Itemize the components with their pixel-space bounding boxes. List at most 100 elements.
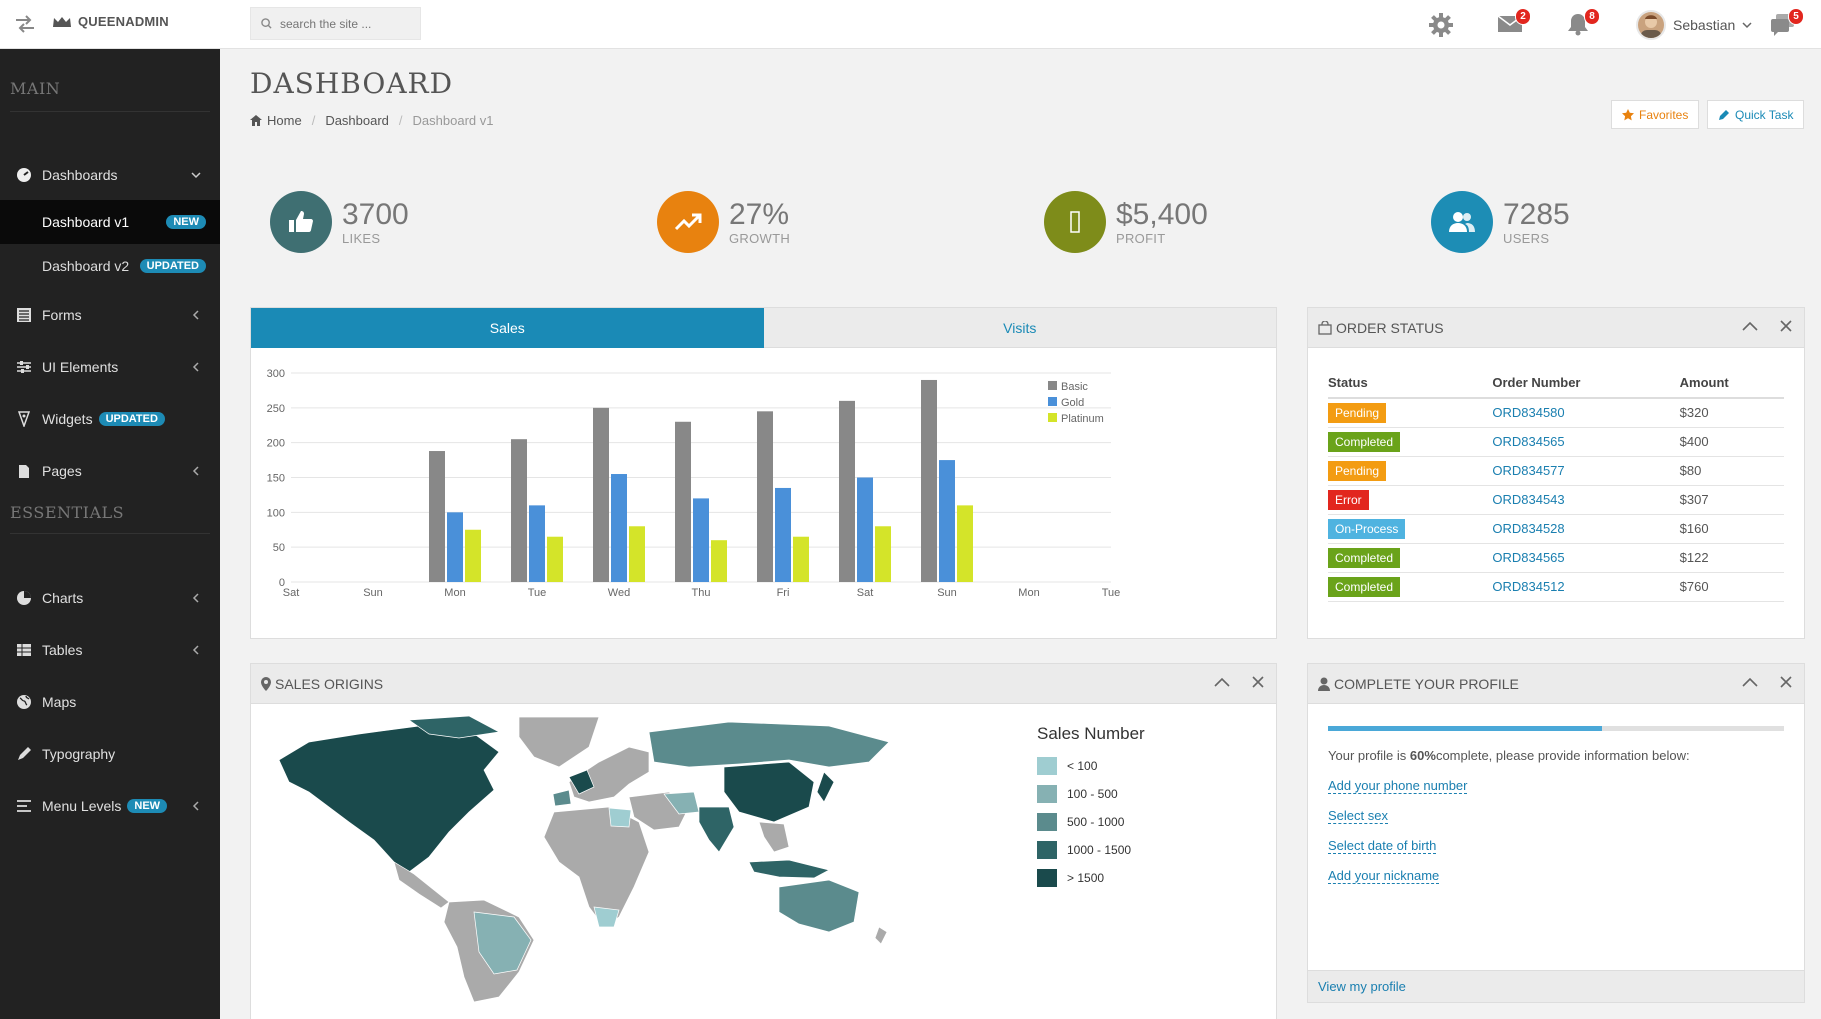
sidebar-item-menu-levels[interactable]: Menu Levels NEW xyxy=(0,785,220,827)
sidebar-item-dashboard-v2[interactable]: Dashboard v2 UPDATED xyxy=(0,244,220,288)
order-number-link[interactable]: ORD834577 xyxy=(1492,456,1680,486)
status-cell: Completed xyxy=(1328,572,1493,602)
map-region-brazil[interactable] xyxy=(473,911,532,975)
sales-bar-chart: 0 50 100 150 200 250 300 Sat Sun Mon Tue Wed Thu Fri S… xyxy=(267,368,1121,599)
bar-basic[interactable] xyxy=(921,379,937,582)
order-number-link[interactable]: ORD834565 xyxy=(1492,427,1680,457)
status-badge: Error xyxy=(1328,489,1369,510)
sidebar-item-charts[interactable]: Charts xyxy=(0,577,220,619)
sidebar-item-widgets[interactable]: Widgets UPDATED xyxy=(0,398,220,440)
map-region-australia[interactable] xyxy=(778,879,860,933)
sidebar-item-typography[interactable]: Typography xyxy=(0,733,220,775)
bar-platinum[interactable] xyxy=(465,529,481,582)
sidebar-item-label: Charts xyxy=(42,590,84,606)
bar-platinum[interactable] xyxy=(793,536,809,582)
sidebar-item-dashboards[interactable]: Dashboards xyxy=(0,154,220,196)
close-icon[interactable] xyxy=(1252,676,1264,688)
bar-gold[interactable] xyxy=(939,460,955,582)
map-region-southeast-asia[interactable] xyxy=(758,821,790,853)
user-icon xyxy=(1318,677,1330,691)
map-region-western-europe[interactable] xyxy=(568,769,595,795)
sidebar-item-forms[interactable]: Forms xyxy=(0,294,220,336)
map-region-china[interactable] xyxy=(723,761,815,823)
sidebar-item-tables[interactable]: Tables xyxy=(0,629,220,671)
collapse-chevron-up-icon[interactable] xyxy=(1214,676,1230,688)
status-cell: Error xyxy=(1328,485,1493,515)
page-file-icon xyxy=(14,463,34,479)
map-region-japan[interactable] xyxy=(816,771,835,803)
bar-basic[interactable] xyxy=(429,451,445,582)
favorites-button[interactable]: Favorites xyxy=(1611,100,1700,129)
sidebar-item-pages[interactable]: Pages xyxy=(0,450,220,492)
brand-logo[interactable]: QUEENADMIN xyxy=(52,14,169,29)
tab-sales[interactable]: Sales xyxy=(251,308,764,348)
search-input[interactable] xyxy=(280,16,410,31)
stat-label: GROWTH xyxy=(729,230,791,246)
order-number-link[interactable]: ORD834580 xyxy=(1492,398,1680,428)
bar-basic[interactable] xyxy=(757,411,773,582)
table-icon xyxy=(14,642,34,658)
order-number-link[interactable]: ORD834543 xyxy=(1492,485,1680,515)
search-box[interactable] xyxy=(250,7,421,40)
column-header: Amount xyxy=(1679,368,1784,399)
bar-platinum[interactable] xyxy=(629,526,645,582)
bar-gold[interactable] xyxy=(611,474,627,582)
order-number-link[interactable]: ORD834528 xyxy=(1492,514,1680,544)
bar-basic[interactable] xyxy=(511,439,527,582)
sidebar-item-dashboard-v1[interactable]: Dashboard v1 NEW xyxy=(0,200,220,244)
map-region-north-america[interactable] xyxy=(278,725,500,873)
sidebar-toggle-icon[interactable] xyxy=(14,14,36,34)
bar-platinum[interactable] xyxy=(711,540,727,582)
map-region-egypt[interactable] xyxy=(608,807,632,828)
close-icon[interactable] xyxy=(1780,676,1792,688)
map-region-iberia[interactable] xyxy=(552,789,572,807)
bar-basic[interactable] xyxy=(839,400,855,582)
user-menu[interactable]: Sebastian xyxy=(1636,10,1752,40)
legend-label: 500 - 1000 xyxy=(1067,815,1125,829)
map-region-greenland[interactable] xyxy=(518,716,600,768)
collapse-chevron-up-icon[interactable] xyxy=(1742,320,1758,332)
settings-gear-icon[interactable] xyxy=(1428,12,1456,38)
bar-platinum[interactable] xyxy=(547,536,563,582)
search-icon xyxy=(261,18,272,29)
add-phone-link[interactable]: Add your phone number xyxy=(1328,778,1468,794)
sidebar-item-maps[interactable]: Maps xyxy=(0,681,220,723)
bar-basic[interactable] xyxy=(675,421,691,582)
map-region-india[interactable] xyxy=(698,806,735,853)
breadcrumb-home[interactable]: Home xyxy=(250,113,302,128)
mail-icon[interactable]: 2 xyxy=(1497,8,1531,38)
x-tick-label: Thu xyxy=(692,587,711,599)
select-sex-link[interactable]: Select sex xyxy=(1328,808,1388,824)
chat-icon[interactable]: 5 xyxy=(1770,8,1804,38)
add-nickname-link[interactable]: Add your nickname xyxy=(1328,868,1440,884)
pencil-icon xyxy=(14,746,34,762)
sidebar-item-ui-elements[interactable]: UI Elements xyxy=(0,346,220,388)
x-tick-label: Sat xyxy=(283,587,300,599)
bar-gold[interactable] xyxy=(775,487,791,582)
map-region-south-africa[interactable] xyxy=(593,906,620,928)
bar-platinum[interactable] xyxy=(875,526,891,582)
breadcrumb-dashboard[interactable]: Dashboard xyxy=(325,113,389,128)
collapse-chevron-up-icon[interactable] xyxy=(1742,676,1758,688)
select-dob-link[interactable]: Select date of birth xyxy=(1328,838,1437,854)
profile-progress-text: Your profile is 60%complete, please prov… xyxy=(1328,748,1690,763)
map-region-russia[interactable] xyxy=(648,721,890,768)
notifications-bell-icon[interactable]: 8 xyxy=(1566,8,1600,38)
map-region-canada-islands[interactable] xyxy=(407,715,501,739)
bar-basic[interactable] xyxy=(593,407,609,582)
view-profile-link[interactable]: View my profile xyxy=(1308,970,1804,1002)
bar-platinum[interactable] xyxy=(957,505,973,582)
bar-gold[interactable] xyxy=(857,477,873,583)
bar-gold[interactable] xyxy=(529,505,545,582)
world-map[interactable] xyxy=(269,712,1009,1002)
tab-visits[interactable]: Visits xyxy=(763,308,1276,348)
order-number-link[interactable]: ORD834565 xyxy=(1492,543,1680,573)
close-icon[interactable] xyxy=(1780,320,1792,332)
quick-task-button[interactable]: Quick Task xyxy=(1707,100,1805,129)
bar-gold[interactable] xyxy=(693,498,709,582)
map-region-indonesia[interactable] xyxy=(748,859,830,879)
map-region-new-zealand[interactable] xyxy=(874,926,888,945)
bar-gold[interactable] xyxy=(447,512,463,582)
order-number-link[interactable]: ORD834512 xyxy=(1492,572,1680,602)
map-region-central-america[interactable] xyxy=(393,861,450,909)
